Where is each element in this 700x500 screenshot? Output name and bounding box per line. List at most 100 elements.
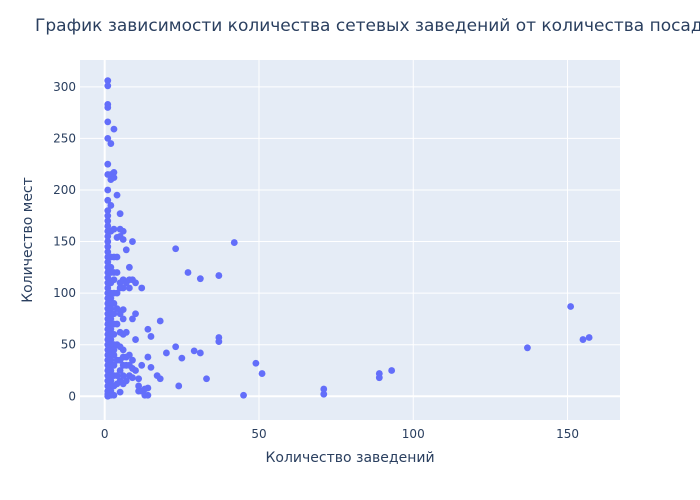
scatter-point[interactable] <box>113 289 121 297</box>
scatter-point[interactable] <box>196 349 204 357</box>
scatter-point[interactable] <box>104 77 112 85</box>
scatter-point[interactable] <box>132 367 139 374</box>
scatter-point[interactable] <box>104 104 112 111</box>
scatter-point[interactable] <box>122 328 130 336</box>
scatter-point[interactable] <box>110 169 118 176</box>
scatter-point[interactable] <box>129 356 136 364</box>
scatter-point[interactable] <box>110 310 118 318</box>
scatter-point[interactable] <box>110 174 118 181</box>
scatter-point[interactable] <box>156 317 164 325</box>
scatter-point[interactable] <box>129 374 136 382</box>
scatter-point[interactable] <box>104 274 112 282</box>
scatter-point[interactable] <box>107 315 115 323</box>
scatter-point[interactable] <box>147 363 155 371</box>
scatter-point[interactable] <box>104 258 112 266</box>
scatter-point[interactable] <box>119 236 127 243</box>
scatter-point[interactable] <box>107 202 115 209</box>
scatter-point[interactable] <box>104 243 112 251</box>
scatter-point[interactable] <box>129 238 136 245</box>
scatter-point[interactable] <box>203 375 210 383</box>
scatter-point[interactable] <box>116 367 124 374</box>
scatter-points[interactable] <box>104 77 593 400</box>
scatter-point[interactable] <box>110 276 118 284</box>
scatter-point[interactable] <box>215 272 223 279</box>
scatter-point[interactable] <box>156 375 164 383</box>
scatter-point[interactable] <box>119 346 127 354</box>
scatter-point[interactable] <box>119 306 127 314</box>
scatter-point[interactable] <box>190 347 198 355</box>
scatter-point[interactable] <box>147 333 155 340</box>
scatter-point[interactable] <box>107 305 115 312</box>
scatter-point[interactable] <box>113 253 121 261</box>
scatter-point[interactable] <box>184 269 192 276</box>
scatter-point[interactable] <box>107 336 115 343</box>
scatter-point[interactable] <box>110 330 118 338</box>
scatter-point[interactable] <box>119 315 127 323</box>
scatter-point[interactable] <box>110 225 118 233</box>
scatter-point[interactable] <box>104 207 112 215</box>
scatter-point[interactable] <box>107 140 115 147</box>
scatter-point[interactable] <box>579 336 587 343</box>
scatter-point[interactable] <box>119 227 127 235</box>
scatter-point[interactable] <box>104 118 112 126</box>
scatter-point[interactable] <box>132 279 139 287</box>
scatter-point[interactable] <box>388 367 396 374</box>
scatter-point[interactable] <box>119 372 127 380</box>
scatter-point[interactable] <box>132 310 139 318</box>
scatter-point[interactable] <box>135 375 143 383</box>
scatter-point[interactable] <box>135 382 143 390</box>
scatter-point[interactable] <box>110 346 118 354</box>
scatter-point[interactable] <box>113 372 121 380</box>
scatter-point[interactable] <box>215 338 223 346</box>
scatter-point[interactable] <box>104 217 112 225</box>
scatter-point[interactable] <box>163 349 170 357</box>
scatter-point[interactable] <box>138 361 146 369</box>
scatter-point[interactable] <box>107 377 115 385</box>
scatter-point[interactable] <box>196 275 204 283</box>
scatter-point[interactable] <box>107 356 115 364</box>
scatter-point[interactable] <box>175 382 183 390</box>
scatter-point[interactable] <box>110 391 118 399</box>
scatter-point[interactable] <box>585 334 593 341</box>
scatter-point[interactable] <box>113 191 121 199</box>
scatter-point[interactable] <box>107 325 115 333</box>
scatter-point[interactable] <box>113 305 121 312</box>
scatter-point[interactable] <box>172 245 180 253</box>
scatter-point[interactable] <box>110 351 118 359</box>
scatter-point[interactable] <box>110 125 118 133</box>
scatter-point[interactable] <box>144 384 152 392</box>
scatter-point[interactable] <box>107 367 115 374</box>
scatter-point[interactable] <box>125 263 133 271</box>
scatter-point[interactable] <box>116 210 124 218</box>
scatter-point[interactable] <box>320 390 328 398</box>
scatter-point[interactable] <box>240 391 247 399</box>
scatter-point[interactable] <box>104 232 112 240</box>
scatter-point[interactable] <box>567 303 575 310</box>
scatter-point[interactable] <box>107 294 115 302</box>
scatter-point[interactable] <box>104 82 112 90</box>
scatter-point[interactable] <box>144 325 152 333</box>
scatter-point[interactable] <box>116 388 124 396</box>
scatter-point[interactable] <box>104 238 112 245</box>
scatter-point[interactable] <box>107 263 115 271</box>
scatter-point[interactable] <box>320 385 328 393</box>
scatter-point[interactable] <box>104 222 112 230</box>
scatter-point[interactable] <box>122 377 130 385</box>
scatter-point[interactable] <box>125 351 133 359</box>
scatter-point[interactable] <box>104 160 112 168</box>
scatter-point[interactable] <box>104 248 112 256</box>
scatter-point[interactable] <box>104 134 112 142</box>
scatter-point[interactable] <box>104 212 112 220</box>
scatter-point[interactable] <box>138 284 146 292</box>
scatter-point[interactable] <box>113 320 121 328</box>
scatter-point[interactable] <box>113 269 121 276</box>
scatter-point[interactable] <box>132 336 139 343</box>
scatter-point[interactable] <box>258 370 266 377</box>
scatter-point[interactable] <box>144 353 152 361</box>
scatter-point[interactable] <box>104 196 112 204</box>
scatter-point[interactable] <box>110 300 118 307</box>
scatter-point[interactable] <box>125 284 133 292</box>
scatter-point[interactable] <box>129 315 136 323</box>
scatter-point[interactable] <box>524 344 531 352</box>
scatter-point[interactable] <box>104 186 112 194</box>
